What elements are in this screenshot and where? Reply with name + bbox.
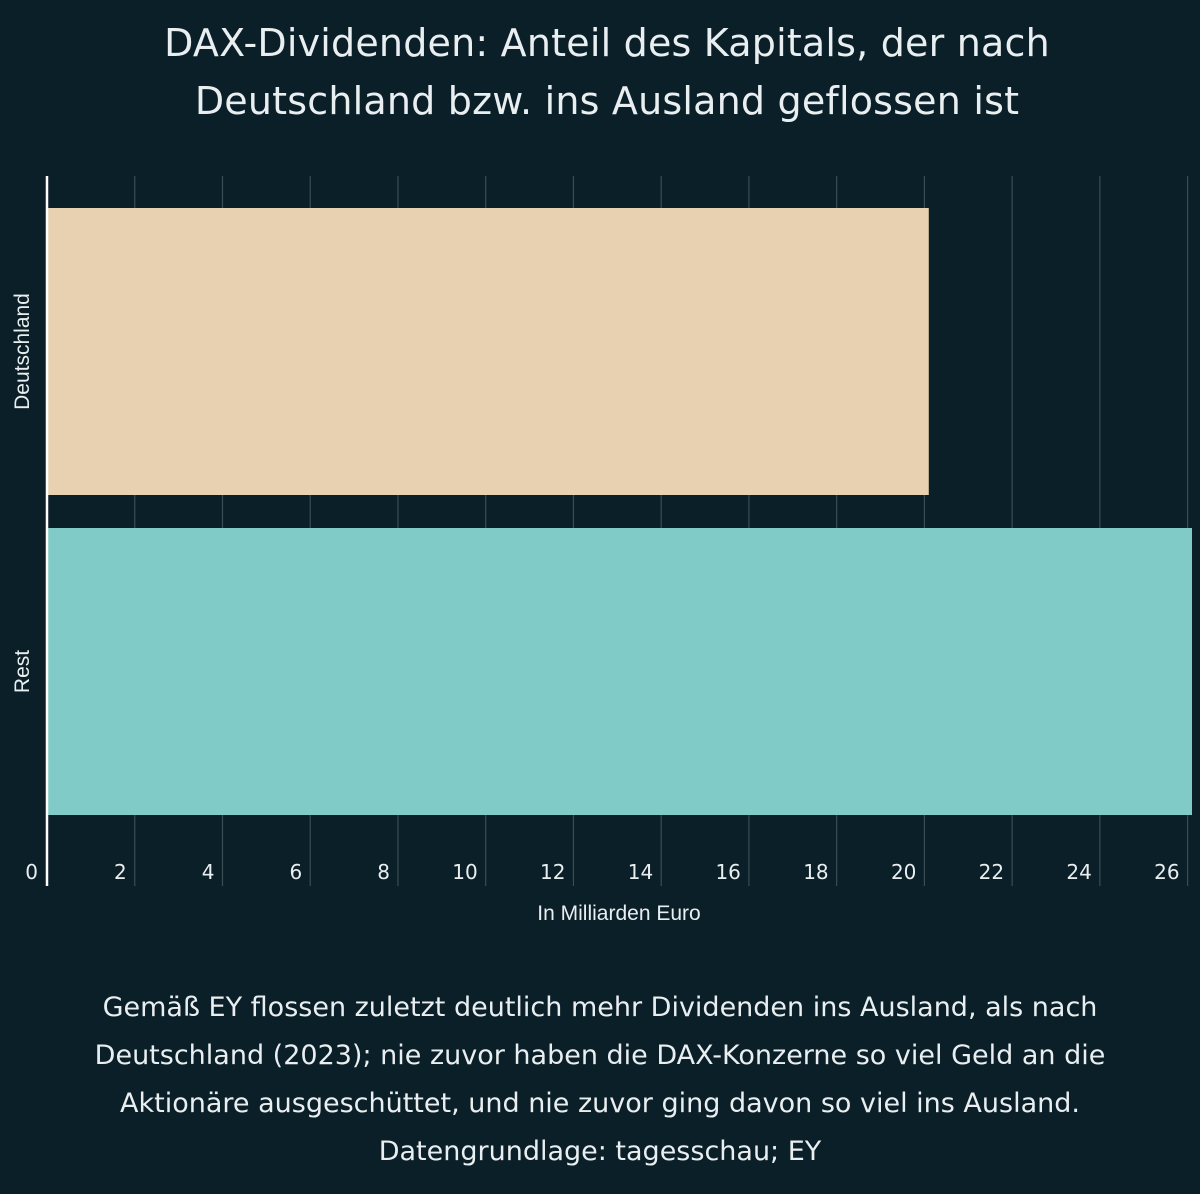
caption-line-3: Aktionäre ausgeschüttet, und nie zuvor g… [120,1088,1080,1119]
bar-deutschland [48,208,929,495]
bars [48,208,1192,815]
caption-line-1: Gemäß EY flossen zuletzt deutlich mehr D… [102,992,1098,1023]
x-axis-label: In Milliarden Euro [537,902,700,925]
x-tick-14: 14 [628,860,653,884]
x-tick-4: 4 [202,860,215,884]
x-tick-6: 6 [289,860,302,884]
x-tick-2: 2 [114,860,127,884]
caption-line-2: Deutschland (2023); nie zuvor haben die … [94,1040,1106,1071]
x-tick-20: 20 [891,860,916,884]
x-tick-0: 0 [25,860,38,884]
x-tick-24: 24 [1066,860,1091,884]
x-tick-labels: 0 2 4 6 8 10 12 14 16 18 20 22 24 26 [25,860,1179,884]
bar-rest [48,528,1192,815]
bar-chart: 0 2 4 6 8 10 12 14 16 18 20 22 24 26 DeutschlandRest … [11,176,1192,925]
x-tick-18: 18 [803,860,828,884]
caption-source: Datengrundlage: tagesschau; EY [378,1136,822,1167]
x-tick-22: 22 [979,860,1004,884]
x-tick-12: 12 [540,860,565,884]
y-label-rest: Rest [11,650,34,693]
y-category-labels: Deutschland Rest [11,293,34,693]
x-tick-16: 16 [715,860,740,884]
chart-title: DAX-Dividenden: Anteil des Kapitals, der… [164,21,1050,123]
chart-caption: Gemäß EY flossen zuletzt deutlich mehr D… [20,984,1180,1176]
y-label-deutschland: Deutschland [11,293,34,410]
x-tick-10: 10 [452,860,477,884]
x-tick-8: 8 [377,860,390,884]
x-tick-26: 26 [1154,860,1179,884]
